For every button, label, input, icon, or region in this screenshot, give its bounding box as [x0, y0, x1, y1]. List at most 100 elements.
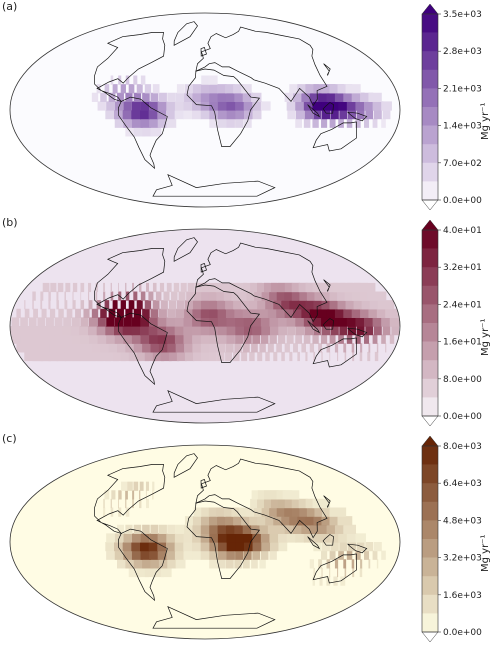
coastline	[118, 96, 168, 170]
heat-cell	[131, 550, 143, 560]
heat-cell	[252, 550, 261, 560]
heat-cell	[329, 84, 344, 94]
heat-cell	[131, 326, 142, 336]
heat-cell	[83, 343, 98, 353]
colorbar-extend-max	[421, 219, 439, 231]
heat-cell	[183, 334, 194, 344]
heat-cell	[75, 343, 90, 353]
heat-cell	[83, 308, 90, 318]
heat-cell	[209, 550, 219, 560]
heat-cell	[105, 110, 116, 120]
heat-cell	[200, 110, 210, 120]
heat-cell	[278, 317, 288, 327]
colorbar-extend-min	[421, 631, 439, 643]
heat-cell	[226, 101, 236, 111]
heat-cell	[309, 92, 322, 102]
heat-cell	[338, 317, 349, 327]
colorbar-unit-label: Mg yr⁻¹	[480, 534, 491, 572]
heat-cell	[329, 550, 336, 560]
heat-cell	[326, 308, 339, 318]
heat-cell	[166, 101, 176, 111]
heat-cell	[329, 101, 340, 111]
heat-cell	[284, 343, 290, 353]
colorbar-tick-label: 8.0e+03	[443, 442, 482, 452]
heat-cell	[225, 351, 233, 362]
heat-cell	[106, 533, 115, 543]
colorbar-segment	[422, 107, 438, 126]
heat-cell	[345, 300, 361, 310]
heat-cell	[389, 334, 395, 344]
heat-cell	[318, 343, 323, 353]
heat-cell	[123, 334, 135, 344]
heat-cell	[174, 317, 184, 327]
coastline	[346, 111, 368, 122]
heat-cell	[200, 300, 210, 310]
heat-cell	[321, 118, 328, 128]
heat-cell	[200, 550, 210, 560]
heat-cell	[259, 524, 271, 534]
heat-cell	[334, 343, 339, 353]
coastline	[152, 390, 276, 413]
heat-cell	[50, 282, 57, 293]
heat-cell	[150, 127, 162, 137]
heat-cell	[217, 317, 228, 327]
heat-cell	[367, 291, 387, 301]
heat-cell	[72, 282, 78, 293]
heat-cell	[226, 542, 236, 552]
heat-cell	[326, 92, 339, 102]
heat-cell	[37, 334, 51, 344]
heat-cell	[11, 317, 20, 327]
heat-cell	[88, 317, 98, 327]
heat-cell	[312, 317, 323, 327]
heat-cell	[209, 351, 217, 362]
heat-cell	[142, 524, 150, 534]
heat-cell	[174, 101, 184, 111]
heat-cell	[286, 334, 294, 344]
heat-cell	[305, 516, 319, 526]
heat-cell	[376, 559, 379, 569]
heat-cell	[139, 498, 142, 509]
heat-cell	[338, 550, 344, 560]
heat-cell	[24, 343, 41, 353]
heat-cell	[54, 317, 63, 327]
heat-cell	[374, 351, 379, 362]
heat-cell	[142, 343, 154, 353]
heat-cell	[192, 343, 202, 353]
heat-cell	[321, 300, 336, 310]
heat-cell	[176, 300, 185, 310]
heat-cell	[251, 92, 262, 102]
colorbar-tick-label: 0.0e+00	[443, 196, 482, 206]
heat-cell	[127, 481, 133, 491]
heat-cell	[106, 334, 118, 344]
heat-cell	[260, 317, 271, 327]
heat-cell	[108, 343, 122, 353]
heat-cell	[326, 524, 339, 534]
coastline	[186, 284, 261, 363]
heat-cell	[278, 334, 286, 344]
heat-cell	[337, 567, 339, 578]
heat-cell	[192, 334, 202, 344]
heat-cell	[249, 351, 255, 362]
heat-cell	[184, 92, 193, 102]
heat-cell	[193, 507, 202, 517]
heat-cell	[225, 308, 236, 318]
heat-cell	[167, 308, 176, 318]
coastline	[312, 121, 357, 152]
heat-cell	[337, 300, 353, 310]
heat-cell	[63, 317, 72, 327]
heat-cell	[368, 343, 371, 353]
heat-cell	[209, 300, 219, 310]
heat-cell	[166, 550, 177, 560]
heat-cell	[56, 291, 59, 301]
heat-cell	[355, 533, 366, 543]
heat-cell	[183, 326, 193, 336]
heat-cell	[173, 282, 180, 293]
heat-cell	[372, 118, 378, 128]
heat-cell	[225, 516, 235, 526]
map-frame	[9, 444, 401, 640]
heat-cell	[41, 308, 47, 318]
heat-cell	[192, 84, 202, 94]
heat-cell	[200, 524, 210, 534]
heat-cell	[123, 101, 132, 111]
heat-cell	[297, 84, 311, 94]
